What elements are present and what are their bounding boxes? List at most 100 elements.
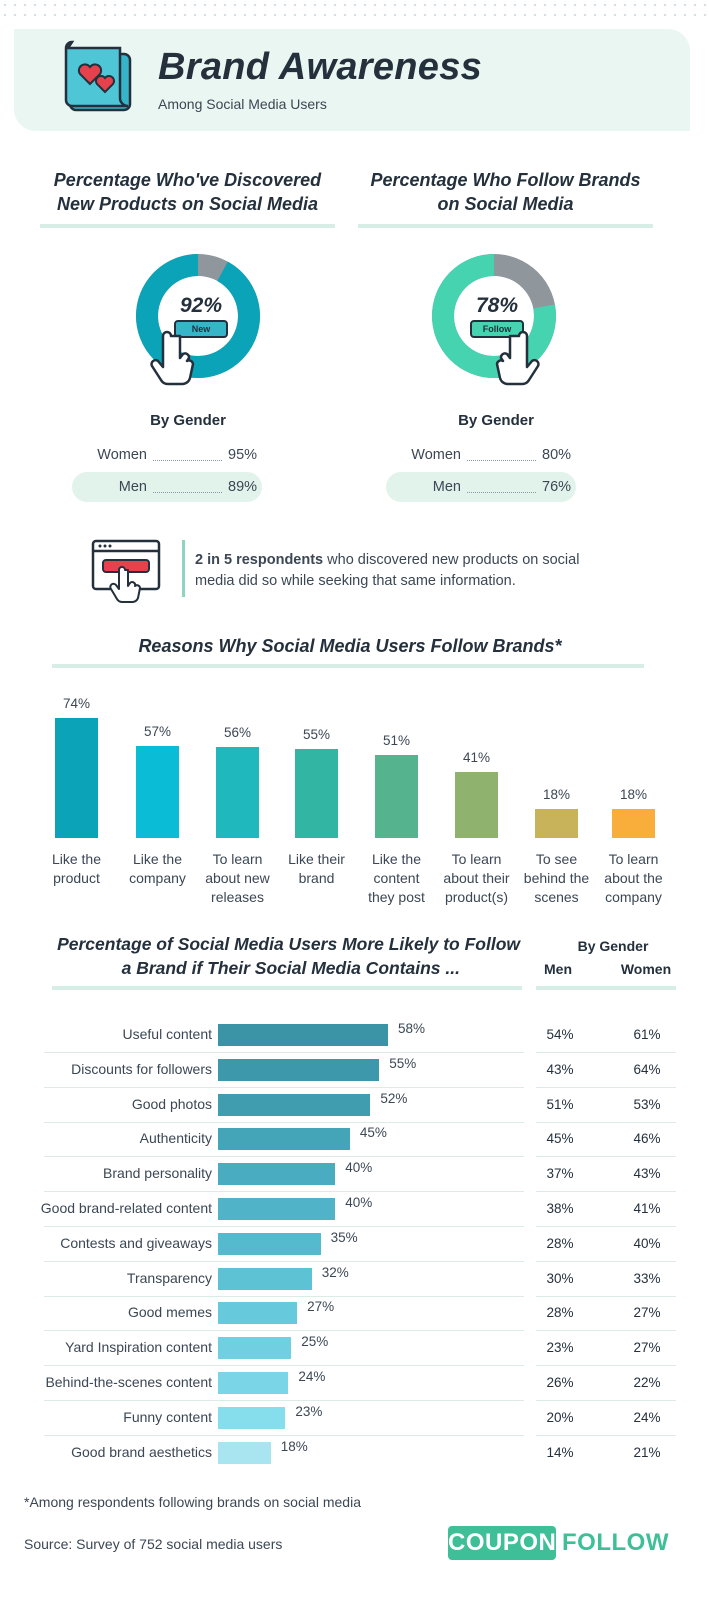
follow-percent: 78% xyxy=(475,294,519,317)
pointer-hand-icon xyxy=(150,330,195,386)
row-percent: 24% xyxy=(298,1369,326,1384)
row-separator xyxy=(44,1226,524,1227)
reason-bar xyxy=(295,748,338,838)
row-separator xyxy=(536,1191,676,1193)
reason-value-label: 74% xyxy=(62,696,91,711)
new-button: New xyxy=(174,320,228,338)
row-separator xyxy=(536,1086,676,1088)
discover-heading-line1: Percentage Who've Discovered xyxy=(53,170,322,190)
row-label: Brand personality xyxy=(103,1165,212,1182)
gender-label: Men xyxy=(432,479,461,495)
reason-category-label: Like their brand xyxy=(288,851,345,886)
reason-category-label: Like the product xyxy=(51,851,102,886)
reason-category-label: To learn about the company xyxy=(604,851,663,905)
row-women-value: 53% xyxy=(633,1096,661,1112)
follow-heading-rule xyxy=(358,224,653,228)
row-percent: 32% xyxy=(321,1264,349,1280)
row-label: Behind-the-scenes content xyxy=(45,1374,212,1390)
row-separator xyxy=(44,1260,524,1262)
browser-click-icon xyxy=(91,539,161,603)
row-women-value: 64% xyxy=(633,1061,661,1077)
row-label: Discounts for followers xyxy=(71,1060,212,1077)
row-percent: 45% xyxy=(359,1125,387,1141)
row-men-value: 37% xyxy=(546,1166,574,1182)
row-women-value: 24% xyxy=(633,1409,661,1425)
follow-donut-arc xyxy=(432,254,556,378)
row-separator xyxy=(44,1330,524,1332)
row-label: Yard Inspiration content xyxy=(65,1339,212,1356)
row-women-value: 46% xyxy=(633,1131,661,1147)
row-bar xyxy=(218,1372,289,1394)
row-men-value: 26% xyxy=(546,1375,574,1390)
row-label: Good brand aesthetics xyxy=(71,1443,212,1460)
reasons-chart-title: Reasons Why Social Media Users Follow Br… xyxy=(138,636,562,656)
men-column-header: Men xyxy=(544,961,572,977)
row-percent: 25% xyxy=(301,1334,329,1350)
row-bar xyxy=(218,1406,286,1429)
discover-by-gender-label: By Gender xyxy=(150,412,226,429)
row-label: Authenticity xyxy=(139,1130,212,1147)
row-bar xyxy=(218,1128,350,1151)
row-percent: 52% xyxy=(380,1090,408,1106)
row-women-value: 27% xyxy=(633,1340,661,1356)
row-label: Good brand-related content xyxy=(40,1200,212,1216)
row-separator xyxy=(536,1226,676,1227)
leader-dots xyxy=(153,459,222,461)
follow-gender-row: Men 76% xyxy=(386,472,576,502)
contains-table-title: Percentage of Social Media Users More Li… xyxy=(40,932,530,980)
follow-heading-line2: on Social Media xyxy=(437,194,574,214)
contains-title-line1: Percentage of Social Media Users More Li… xyxy=(57,934,520,954)
contains-title-line2: a Brand if Their Social Media Contains .… xyxy=(121,958,460,978)
page-subtitle: Among Social Media Users xyxy=(158,96,327,112)
row-separator xyxy=(536,1400,676,1401)
row-bar xyxy=(218,1267,312,1290)
follow-heading-line1: Percentage Who Follow Brands xyxy=(370,170,641,190)
row-bar xyxy=(218,1337,292,1360)
row-percent: 58% xyxy=(398,1021,426,1036)
row-bar xyxy=(218,1093,371,1116)
logo-coupon: COUPON xyxy=(448,1526,556,1560)
row-separator xyxy=(536,1156,676,1158)
gender-label: Women xyxy=(411,447,461,463)
reason-bar xyxy=(535,808,578,838)
row-percent: 40% xyxy=(345,1195,373,1210)
reason-value-label: 18% xyxy=(619,786,648,802)
reason-category-label: Like the company xyxy=(129,851,186,886)
row-label: Good memes xyxy=(127,1304,212,1321)
row-separator xyxy=(536,1365,676,1367)
row-separator xyxy=(44,1191,524,1193)
row-percent: 23% xyxy=(295,1403,323,1419)
callout-bold: 2 in 5 respondents xyxy=(195,552,324,568)
row-bar xyxy=(218,1232,321,1255)
row-separator xyxy=(536,1434,676,1436)
by-gender-heading: By Gender xyxy=(577,938,649,954)
discover-heading-rule xyxy=(40,224,335,228)
row-percent: 55% xyxy=(389,1055,417,1071)
reason-bar xyxy=(375,755,418,838)
footnote: *Among respondents following brands on s… xyxy=(24,1494,361,1510)
reason-category-label: To see behind the scenes xyxy=(523,851,590,905)
row-label: Contests and giveaways xyxy=(60,1234,212,1251)
follow-gender-row: Women 80% xyxy=(386,440,576,470)
reason-bar xyxy=(216,747,259,838)
row-percent: 35% xyxy=(330,1229,358,1245)
reason-bar xyxy=(55,718,98,838)
header-dot-pattern xyxy=(0,0,709,22)
reason-bar xyxy=(612,808,655,838)
row-men-value: 28% xyxy=(546,1305,574,1321)
row-bar xyxy=(218,1302,298,1325)
row-bar xyxy=(218,1024,388,1046)
reason-value-label: 41% xyxy=(462,749,491,765)
women-column-header: Women xyxy=(620,961,672,977)
row-men-value: 45% xyxy=(546,1131,574,1147)
row-percent: 18% xyxy=(280,1438,308,1454)
discover-percent: 92% xyxy=(179,294,223,317)
row-percent: 27% xyxy=(307,1299,335,1315)
page-title: Brand Awareness xyxy=(158,46,483,88)
row-separator xyxy=(44,1052,524,1053)
row-separator xyxy=(44,1086,524,1088)
reason-category-label: To learn about their product(s) xyxy=(443,851,510,905)
row-bar xyxy=(218,1163,336,1186)
row-bar xyxy=(218,1058,380,1081)
contains-bar-table: Useful content 58% 54% 61% Discounts for fol… xyxy=(40,1021,676,1464)
